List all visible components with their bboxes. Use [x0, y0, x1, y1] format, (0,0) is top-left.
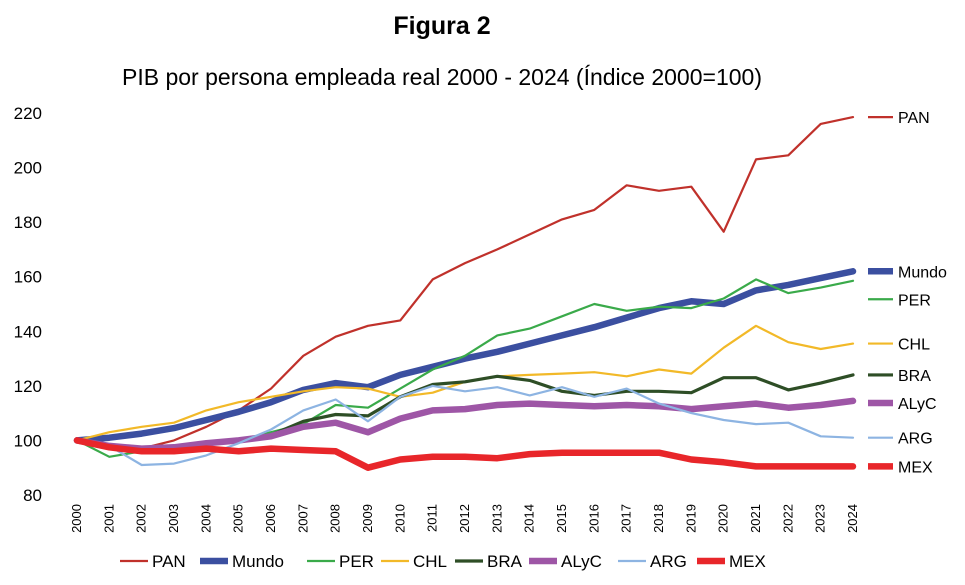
- x-tick-label: 2015: [554, 504, 569, 533]
- x-tick-label: 2020: [716, 504, 731, 533]
- series-line-pan: [75, 115, 855, 450]
- legend-label-alyc: ALyC: [561, 552, 602, 571]
- x-tick-label: 2017: [619, 504, 634, 533]
- x-tick-label: 2018: [651, 504, 666, 533]
- x-tick-label: 2002: [134, 504, 149, 533]
- y-tick-label: 220: [14, 104, 42, 123]
- x-axis: 2000 2001 2002 2003 2004 2005 2006 2007 2008 2009…: [69, 504, 860, 533]
- y-tick-label: 180: [14, 213, 42, 232]
- series-line-arg: [75, 384, 855, 467]
- series-lines: [73, 115, 857, 471]
- chart-title: PIB por persona empleada real 2000 - 202…: [122, 64, 762, 90]
- x-tick-label: 2013: [489, 504, 504, 533]
- end-label-chl: CHL: [898, 337, 930, 354]
- x-tick-label: 2011: [425, 504, 440, 532]
- series-line-alyc: [73, 397, 857, 452]
- y-tick-label: 80: [23, 486, 42, 505]
- y-tick-label: 120: [14, 377, 42, 396]
- x-tick-label: 2005: [231, 504, 246, 533]
- y-tick-label: 140: [14, 322, 42, 341]
- x-tick-label: 2001: [101, 504, 116, 533]
- legend-label-arg: ARG: [650, 552, 687, 571]
- y-tick-label: 100: [14, 431, 42, 450]
- series-line-mex: [73, 437, 857, 471]
- legend-label-chl: CHL: [413, 552, 447, 571]
- x-tick-label: 2024: [845, 504, 860, 533]
- legend-label-mex: MEX: [729, 552, 766, 571]
- x-tick-label: 2014: [522, 504, 537, 533]
- x-tick-label: 2009: [360, 504, 375, 533]
- legend: PAN Mundo PER CHL BRA ALyC ARG MEX: [120, 552, 766, 571]
- legend-label-pan: PAN: [152, 552, 186, 571]
- y-tick-label: 200: [14, 159, 42, 178]
- end-label-mex: MEX: [898, 459, 933, 476]
- x-tick-label: 2008: [328, 504, 343, 533]
- x-tick-label: 2016: [586, 504, 601, 533]
- x-tick-label: 2006: [263, 504, 278, 533]
- x-tick-label: 2019: [683, 504, 698, 533]
- x-tick-label: 2012: [457, 504, 472, 533]
- x-tick-label: 2004: [198, 504, 213, 533]
- end-label-per: PER: [898, 292, 931, 309]
- y-tick-label: 160: [14, 268, 42, 287]
- x-tick-label: 2010: [392, 504, 407, 533]
- series-line-mundo: [73, 268, 857, 444]
- end-label-mundo: Mundo: [898, 264, 947, 281]
- x-tick-label: 2000: [69, 504, 84, 533]
- legend-label-per: PER: [339, 552, 374, 571]
- figure-label: Figura 2: [393, 12, 491, 40]
- x-tick-label: 2003: [166, 504, 181, 533]
- y-axis: 80 100 120 140 160 180 200 220: [14, 104, 42, 505]
- end-label-alyc: ALyC: [898, 396, 937, 413]
- x-tick-label: 2023: [813, 504, 828, 533]
- series-line-per: [75, 278, 855, 458]
- end-label-pan: PAN: [898, 110, 930, 127]
- x-tick-label: 2007: [295, 504, 310, 533]
- end-label-arg: ARG: [898, 431, 933, 448]
- legend-label-bra: BRA: [487, 552, 523, 571]
- end-labels: PAN Mundo PER CHL BRA ALyC ARG MEX: [868, 110, 947, 476]
- end-label-bra: BRA: [898, 368, 931, 385]
- x-tick-label: 2022: [780, 504, 795, 533]
- legend-label-mundo: Mundo: [232, 552, 284, 571]
- x-tick-label: 2021: [748, 504, 763, 533]
